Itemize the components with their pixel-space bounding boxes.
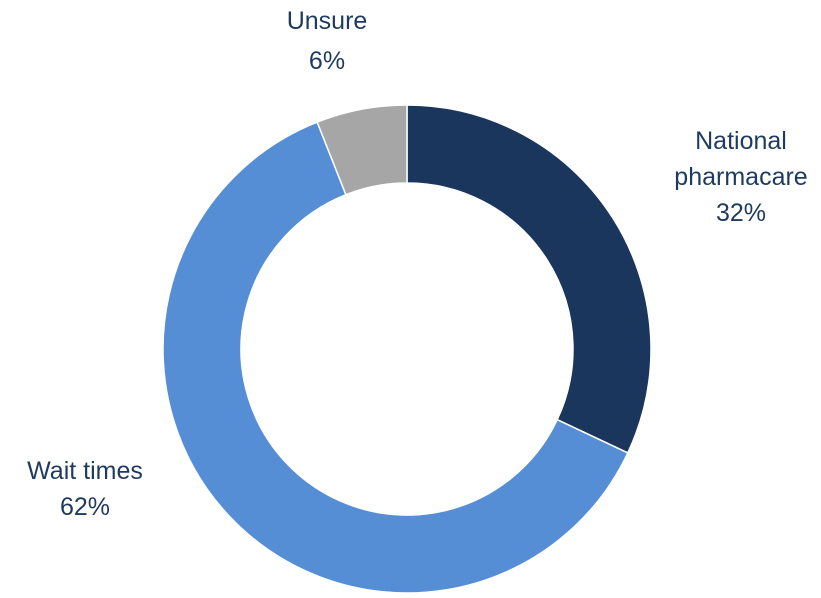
slice-unsure xyxy=(316,104,408,196)
label-national-pharmacare-value: 32% xyxy=(716,199,766,227)
label-national-pharmacare: National pharmacare 32% xyxy=(674,127,807,227)
label-wait-times: Wait times 62% xyxy=(27,457,143,521)
slice-national-pharmacare xyxy=(406,104,652,454)
label-national-pharmacare-line-2: pharmacare xyxy=(674,163,807,191)
label-wait-times-line-1: Wait times xyxy=(27,457,143,485)
label-unsure: Unsure 6% xyxy=(287,7,368,75)
label-national-pharmacare-line-1: National xyxy=(695,127,787,155)
label-unsure-value: 6% xyxy=(309,47,345,75)
label-wait-times-value: 62% xyxy=(60,493,110,521)
donut-slices xyxy=(162,104,652,594)
label-unsure-line-1: Unsure xyxy=(287,7,368,35)
